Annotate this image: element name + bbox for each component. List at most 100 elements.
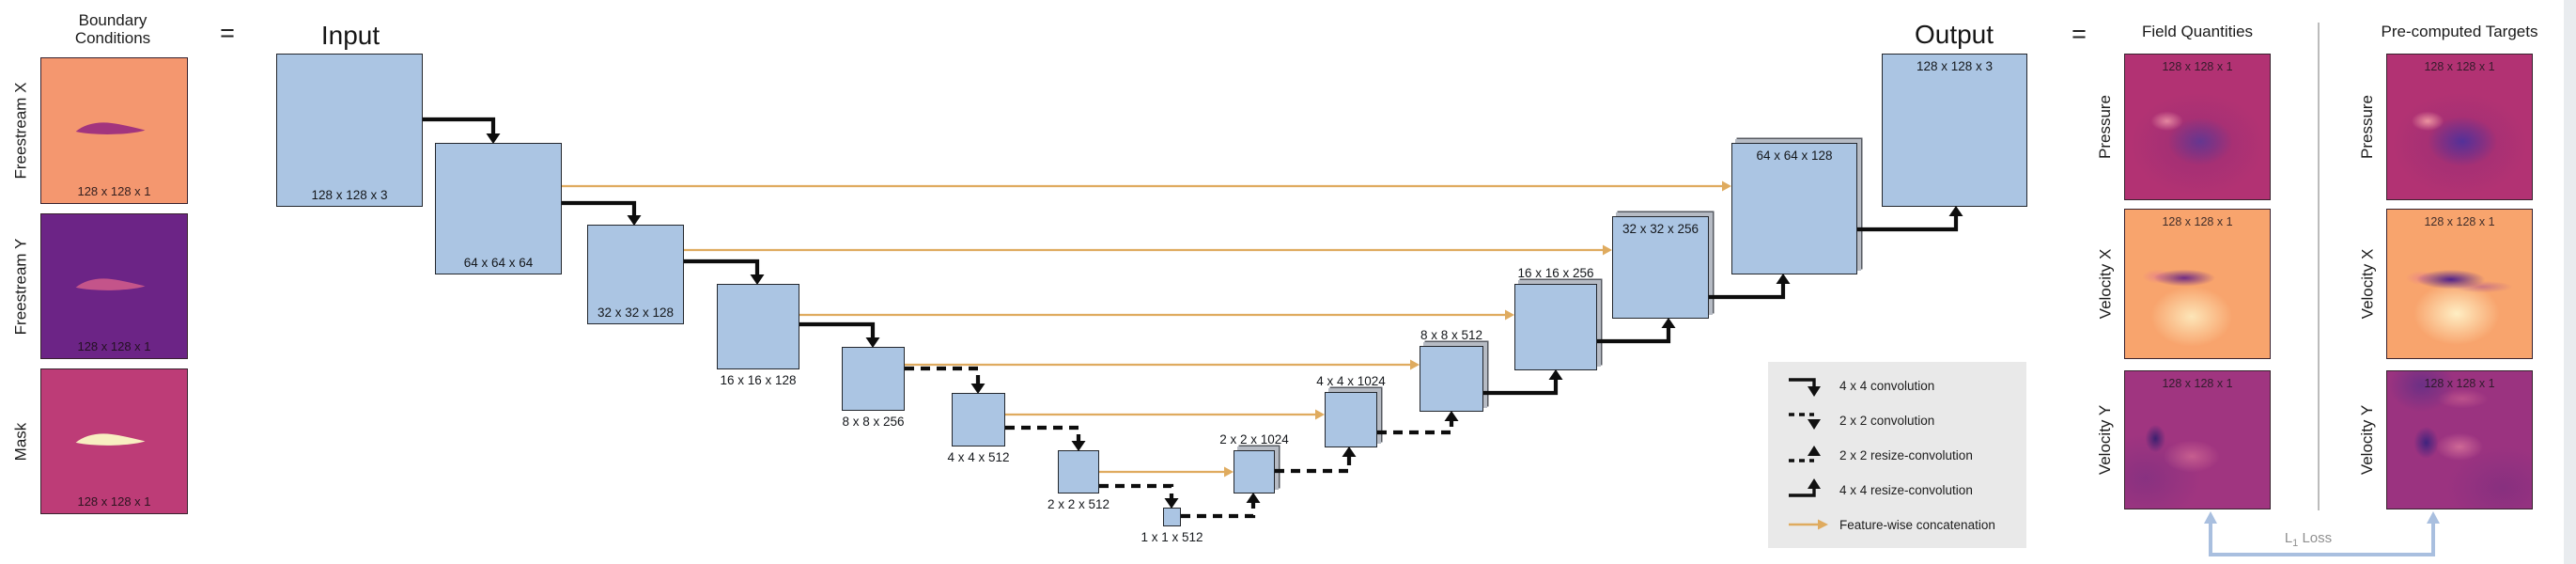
legend-box: 4 x 4 convolution 2 x 2 convolution 2 x 2 … <box>1768 362 2026 548</box>
equals-sign-right: = <box>2072 20 2087 48</box>
conv-arrow-solid <box>684 258 760 275</box>
image-dims-label: 128 x 128 x 1 <box>2424 60 2495 73</box>
image-dims-label: 128 x 128 x 1 <box>2162 377 2233 390</box>
unet-block-dims-label: 128 x 128 x 3 <box>1916 59 1994 73</box>
image-dims-label: 128 x 128 x 1 <box>77 494 151 509</box>
bc-row-label-text: Mask <box>11 422 29 461</box>
unet-block-64-x-64-x-64-1: 64 x 64 x 64 <box>435 143 562 274</box>
bc-row-label-freestream-x: Freestream X <box>7 57 35 204</box>
legend-item-feature-wise-concatenation: Feature-wise concatenation <box>1787 512 2026 537</box>
unet-block-32-x-32-x-256-12: 32 x 32 x 256 <box>1612 216 1709 319</box>
unet-block-64-x-64-x-128-13: 64 x 64 x 128 <box>1731 143 1857 274</box>
solid-up-arrow-icon <box>1789 478 1821 497</box>
bc-row-label-mask: Mask <box>7 368 35 514</box>
resize-conv-arrow-solid-head <box>1776 274 1791 284</box>
image-dims-label: 128 x 128 x 1 <box>77 184 151 198</box>
field-row-label-velocity-x-pred: Velocity X <box>2091 209 2119 359</box>
conv-arrow-solid <box>562 200 637 216</box>
unet-block-16-x-16-x-256-11: 16 x 16 x 256 <box>1514 266 1597 370</box>
image-dims-label: 128 x 128 x 1 <box>77 339 151 353</box>
unet-block-32-x-32-x-128-2: 32 x 32 x 128 <box>587 225 684 324</box>
unet-block-2-x-2-x-512-6: 2 x 2 x 512 <box>1047 450 1110 511</box>
field-row-label-velocity-y-pred: Velocity Y <box>2091 370 2119 509</box>
skip-connection-arrow-head <box>1410 359 1420 370</box>
field-row-label-text: Velocity X <box>2358 248 2376 320</box>
unet-block-16-x-16-x-128-3: 16 x 16 x 128 <box>717 284 799 387</box>
unet-block-dims-label: 128 x 128 x 3 <box>311 188 388 202</box>
l1-loss-suffix: Loss <box>2298 530 2333 546</box>
equals-sign-left: = <box>220 19 235 47</box>
resize-conv-arrow-solid-head <box>1948 206 1963 216</box>
conv-arrow-dashed <box>905 366 981 384</box>
unet-block-dims-label: 16 x 16 x 256 <box>1517 266 1594 280</box>
unet-block-dims-label: 32 x 32 x 128 <box>597 306 675 320</box>
resize-conv-arrow-dashed <box>1275 456 1352 474</box>
legend-item-label: 4 x 4 resize-convolution <box>1839 482 1973 497</box>
field-row-label-text: Pressure <box>2358 94 2376 160</box>
unet-block-dims-label: 4 x 4 x 512 <box>947 450 1010 464</box>
field-row-label-velocity-x-tgt: Velocity X <box>2353 209 2382 359</box>
output-title: Output <box>1914 20 1994 49</box>
l1-loss-subscript: 1 <box>2292 538 2299 549</box>
column-title-field-quantities: Field Quantities <box>2141 23 2254 40</box>
conv-arrow-dashed <box>1099 483 1174 499</box>
bc-row-label-text: Freestream X <box>11 82 30 180</box>
legend-item-4-x-4-convolution: 4 x 4 convolution <box>1787 373 2026 398</box>
bc-image-freestream-y: 128 x 128 x 1 <box>40 213 188 359</box>
boundary-conditions-title: Boundary Conditions <box>28 11 197 47</box>
field-image-pressure-tgt: 128 x 128 x 1 <box>2386 54 2533 200</box>
unet-block-8-x-8-x-512-10: 8 x 8 x 512 <box>1420 328 1483 412</box>
field-row-label-text: Velocity X <box>2096 248 2114 320</box>
field-row-label-velocity-y-tgt: Velocity Y <box>2353 370 2382 509</box>
field-image-velocity-x-tgt: 128 x 128 x 1 <box>2386 209 2533 359</box>
legend-item-label: Feature-wise concatenation <box>1839 517 1995 532</box>
boundary-conditions-title-line1: Boundary <box>78 11 147 29</box>
image-dims-label: 128 x 128 x 1 <box>2424 377 2495 390</box>
skip-connection-arrow-head <box>1505 309 1514 321</box>
dashed-down-arrow-icon <box>1789 413 1821 430</box>
field-image-pressure-pred: 128 x 128 x 1 <box>2124 54 2271 200</box>
conv-arrow-solid <box>423 117 496 134</box>
resize-conv-arrow-solid <box>1709 283 1786 300</box>
field-row-label-text: Velocity Y <box>2358 404 2376 476</box>
legend-item-2-x-2-convolution: 2 x 2 convolution <box>1787 408 2026 432</box>
airfoil-shape <box>75 433 146 446</box>
unet-block-dims-label: 32 x 32 x 256 <box>1622 222 1699 236</box>
resize-conv-arrow-solid-head <box>1661 318 1676 328</box>
resize-conv-arrow-solid <box>1483 379 1559 396</box>
bc-image-freestream-x: 128 x 128 x 1 <box>40 57 188 204</box>
skip-connection-arrow-head <box>1722 180 1731 192</box>
input-title: Input <box>320 21 380 50</box>
legend-item-label: 2 x 2 convolution <box>1839 413 1935 428</box>
bc-row-label-text: Freestream Y <box>11 238 30 335</box>
airfoil-shape <box>75 278 146 290</box>
unet-block-2-x-2-x-1024-8: 2 x 2 x 1024 <box>1219 432 1289 494</box>
image-dims-label: 128 x 128 x 1 <box>2424 215 2495 228</box>
unet-block-dims-label: 16 x 16 x 128 <box>720 373 797 387</box>
unet-block-dims-label: 64 x 64 x 64 <box>463 256 534 270</box>
field-image-velocity-y-tgt: 128 x 128 x 1 <box>2386 370 2533 509</box>
resize-conv-arrow-solid <box>1857 215 1959 232</box>
unet-block-dims-label: 4 x 4 x 1024 <box>1316 374 1386 388</box>
boundary-conditions-title-line2: Conditions <box>74 29 151 47</box>
bc-row-label-freestream-y: Freestream Y <box>7 213 35 359</box>
unet-block-4-x-4-x-1024-9: 4 x 4 x 1024 <box>1316 374 1386 447</box>
solid-down-arrow-icon <box>1789 378 1821 397</box>
resize-conv-arrow-solid <box>1597 327 1671 344</box>
column-divider <box>2318 23 2320 510</box>
l1-loss-arrow-head-right <box>2427 511 2440 524</box>
legend-item-label: 2 x 2 resize-convolution <box>1839 447 1973 462</box>
resize-conv-arrow-dashed-head <box>1342 446 1357 457</box>
conv-arrow-solid <box>799 321 876 338</box>
conv-arrow-dashed <box>1005 425 1081 442</box>
dashed-up-arrow-icon <box>1789 446 1821 462</box>
unet-block-dims-label: 8 x 8 x 512 <box>1420 328 1483 342</box>
l1-loss-label: L1 Loss <box>2252 530 2365 549</box>
legend-item-2-x-2-resize-convolution: 2 x 2 resize-convolution <box>1787 443 2026 467</box>
unet-block-dims-label: 64 x 64 x 128 <box>1756 149 1833 163</box>
unet-block-128-x-128-x-3-0: 128 x 128 x 3 <box>276 54 423 207</box>
unet-block-dims-label: 8 x 8 x 256 <box>842 415 905 429</box>
unet-block-dims-label: 1 x 1 x 512 <box>1141 530 1203 544</box>
column-title-pre-computed-targets: Pre-computed Targets <box>2381 23 2538 40</box>
